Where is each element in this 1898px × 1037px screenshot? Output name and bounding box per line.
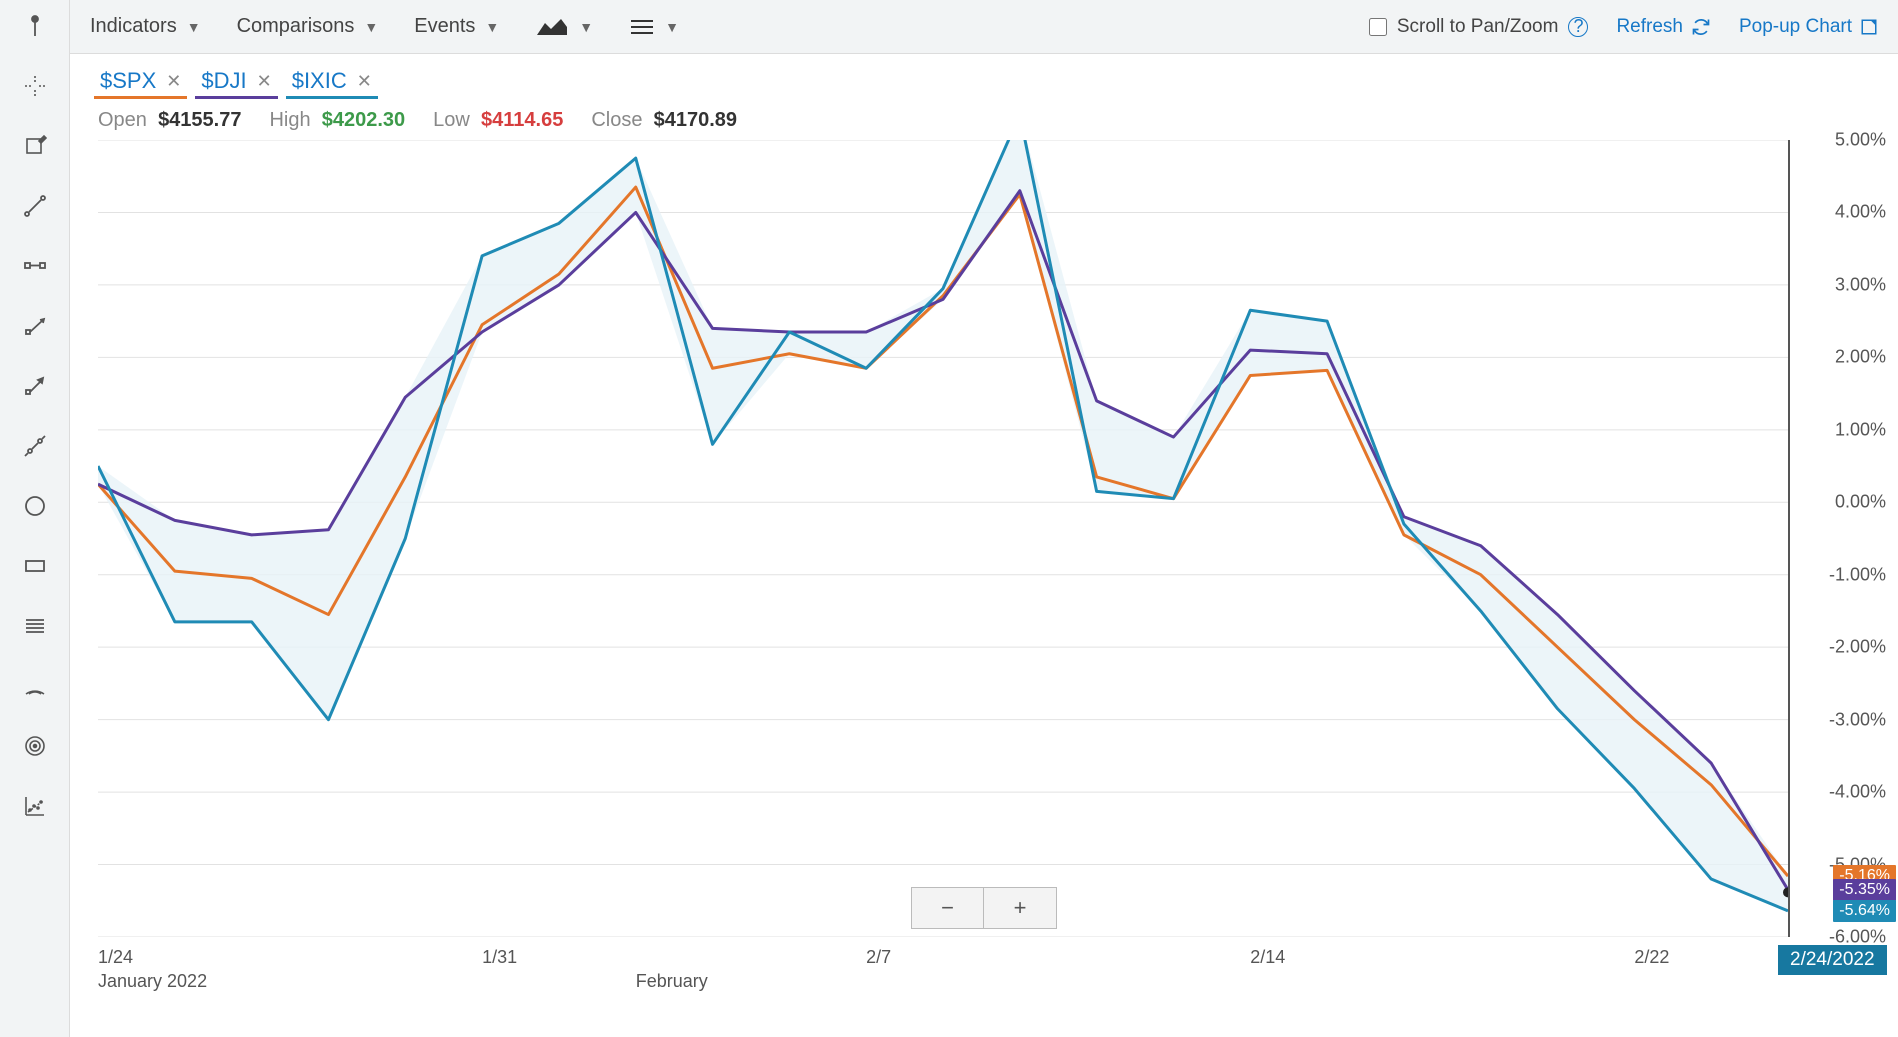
chevron-down-icon: ▼ xyxy=(665,19,679,35)
ticker-tabs: $SPX ✕ $DJI ✕ $IXIC ✕ xyxy=(70,54,1898,109)
line-style-menu[interactable]: ▼ xyxy=(629,17,679,37)
x-month-label: February xyxy=(636,971,708,992)
extend-tool-icon[interactable] xyxy=(17,432,53,460)
zoom-in-button[interactable]: + xyxy=(984,888,1056,928)
popup-icon xyxy=(1860,18,1878,36)
pin-tool-icon[interactable] xyxy=(17,12,53,40)
chart-plot[interactable] xyxy=(98,140,1788,937)
arrow-tool-icon[interactable] xyxy=(17,372,53,400)
refresh-button[interactable]: Refresh xyxy=(1616,16,1711,38)
chevron-down-icon: ▼ xyxy=(187,19,201,35)
x-tick: 2/7 xyxy=(866,947,891,968)
low-value: $4114.65 xyxy=(481,109,563,131)
note-tool-icon[interactable] xyxy=(17,132,53,160)
popup-label: Pop-up Chart xyxy=(1739,16,1852,38)
comparisons-label: Comparisons xyxy=(237,15,355,38)
events-menu[interactable]: Events ▼ xyxy=(414,15,499,38)
x-tick: 2/14 xyxy=(1250,947,1285,968)
scroll-pan-zoom-toggle[interactable]: Scroll to Pan/Zoom ? xyxy=(1369,16,1589,38)
open-value: $4155.77 xyxy=(158,109,241,131)
x-axis: 1/24 1/31 2/7 2/14 2/22 January 2022 February xyxy=(98,947,1788,997)
chevron-down-icon: ▼ xyxy=(364,19,378,35)
circle-tool-icon[interactable] xyxy=(17,492,53,520)
x-tick: 1/24 xyxy=(98,947,133,968)
ohlc-row: Open $4155.77 High $4202.30 Low $4114.65… xyxy=(70,109,1898,140)
x-tick: 1/31 xyxy=(482,947,517,968)
ticker-symbol: $SPX xyxy=(100,68,156,94)
close-icon[interactable]: ✕ xyxy=(257,71,272,92)
ticker-tab-dji[interactable]: $DJI ✕ xyxy=(195,68,277,99)
top-toolbar: Indicators ▼ Comparisons ▼ Events ▼ ▼ ▼ Scr… xyxy=(70,0,1898,54)
price-tags: -5.16%-5.35%-5.64% xyxy=(1790,140,1898,937)
parallel-tool-icon[interactable] xyxy=(17,612,53,640)
close-value: $4170.89 xyxy=(654,109,737,131)
popup-chart-button[interactable]: Pop-up Chart xyxy=(1739,16,1878,38)
refresh-icon xyxy=(1691,17,1711,37)
x-month-label: January 2022 xyxy=(98,971,207,992)
help-icon[interactable]: ? xyxy=(1568,17,1588,37)
crosshair-tool-icon[interactable] xyxy=(17,72,53,100)
low-label: Low xyxy=(433,109,470,131)
lines-icon xyxy=(629,17,655,37)
arc-tool-icon[interactable] xyxy=(17,672,53,700)
ray-tool-icon[interactable] xyxy=(17,312,53,340)
rect-tool-icon[interactable] xyxy=(17,552,53,580)
zoom-out-button[interactable]: − xyxy=(912,888,984,928)
scroll-pz-label: Scroll to Pan/Zoom xyxy=(1397,16,1559,38)
indicators-label: Indicators xyxy=(90,15,177,38)
close-icon[interactable]: ✕ xyxy=(357,71,372,92)
chevron-down-icon: ▼ xyxy=(579,19,593,35)
events-label: Events xyxy=(414,15,475,38)
target-tool-icon[interactable] xyxy=(17,732,53,760)
high-label: High xyxy=(269,109,310,131)
segment-tool-icon[interactable] xyxy=(17,192,53,220)
close-icon[interactable]: ✕ xyxy=(166,71,181,92)
open-label: Open xyxy=(98,109,147,131)
price-tag: -5.64% xyxy=(1833,900,1896,922)
high-value: $4202.30 xyxy=(322,109,405,131)
ticker-tab-ixic[interactable]: $IXIC ✕ xyxy=(286,68,378,99)
horizontal-segment-icon[interactable] xyxy=(17,252,53,280)
regression-tool-icon[interactable] xyxy=(17,792,53,820)
cursor-date-tag: 2/24/2022 xyxy=(1778,945,1887,975)
scroll-pz-checkbox[interactable] xyxy=(1369,18,1387,36)
price-tag: -5.35% xyxy=(1833,879,1896,901)
ticker-symbol: $DJI xyxy=(201,68,246,94)
ticker-symbol: $IXIC xyxy=(292,68,347,94)
zoom-controls: − + xyxy=(911,887,1057,929)
area-chart-icon xyxy=(535,17,569,37)
chevron-down-icon: ▼ xyxy=(485,19,499,35)
chart-area[interactable]: 5.00%4.00%3.00%2.00%1.00%0.00%-1.00%-2.0… xyxy=(70,140,1898,1037)
comparisons-menu[interactable]: Comparisons ▼ xyxy=(237,15,379,38)
chart-type-menu[interactable]: ▼ xyxy=(535,17,593,37)
close-label: Close xyxy=(591,109,642,131)
refresh-label: Refresh xyxy=(1616,16,1683,38)
left-toolbar xyxy=(0,0,70,1037)
x-tick: 2/22 xyxy=(1634,947,1669,968)
indicators-menu[interactable]: Indicators ▼ xyxy=(90,15,201,38)
ticker-tab-spx[interactable]: $SPX ✕ xyxy=(94,68,187,99)
